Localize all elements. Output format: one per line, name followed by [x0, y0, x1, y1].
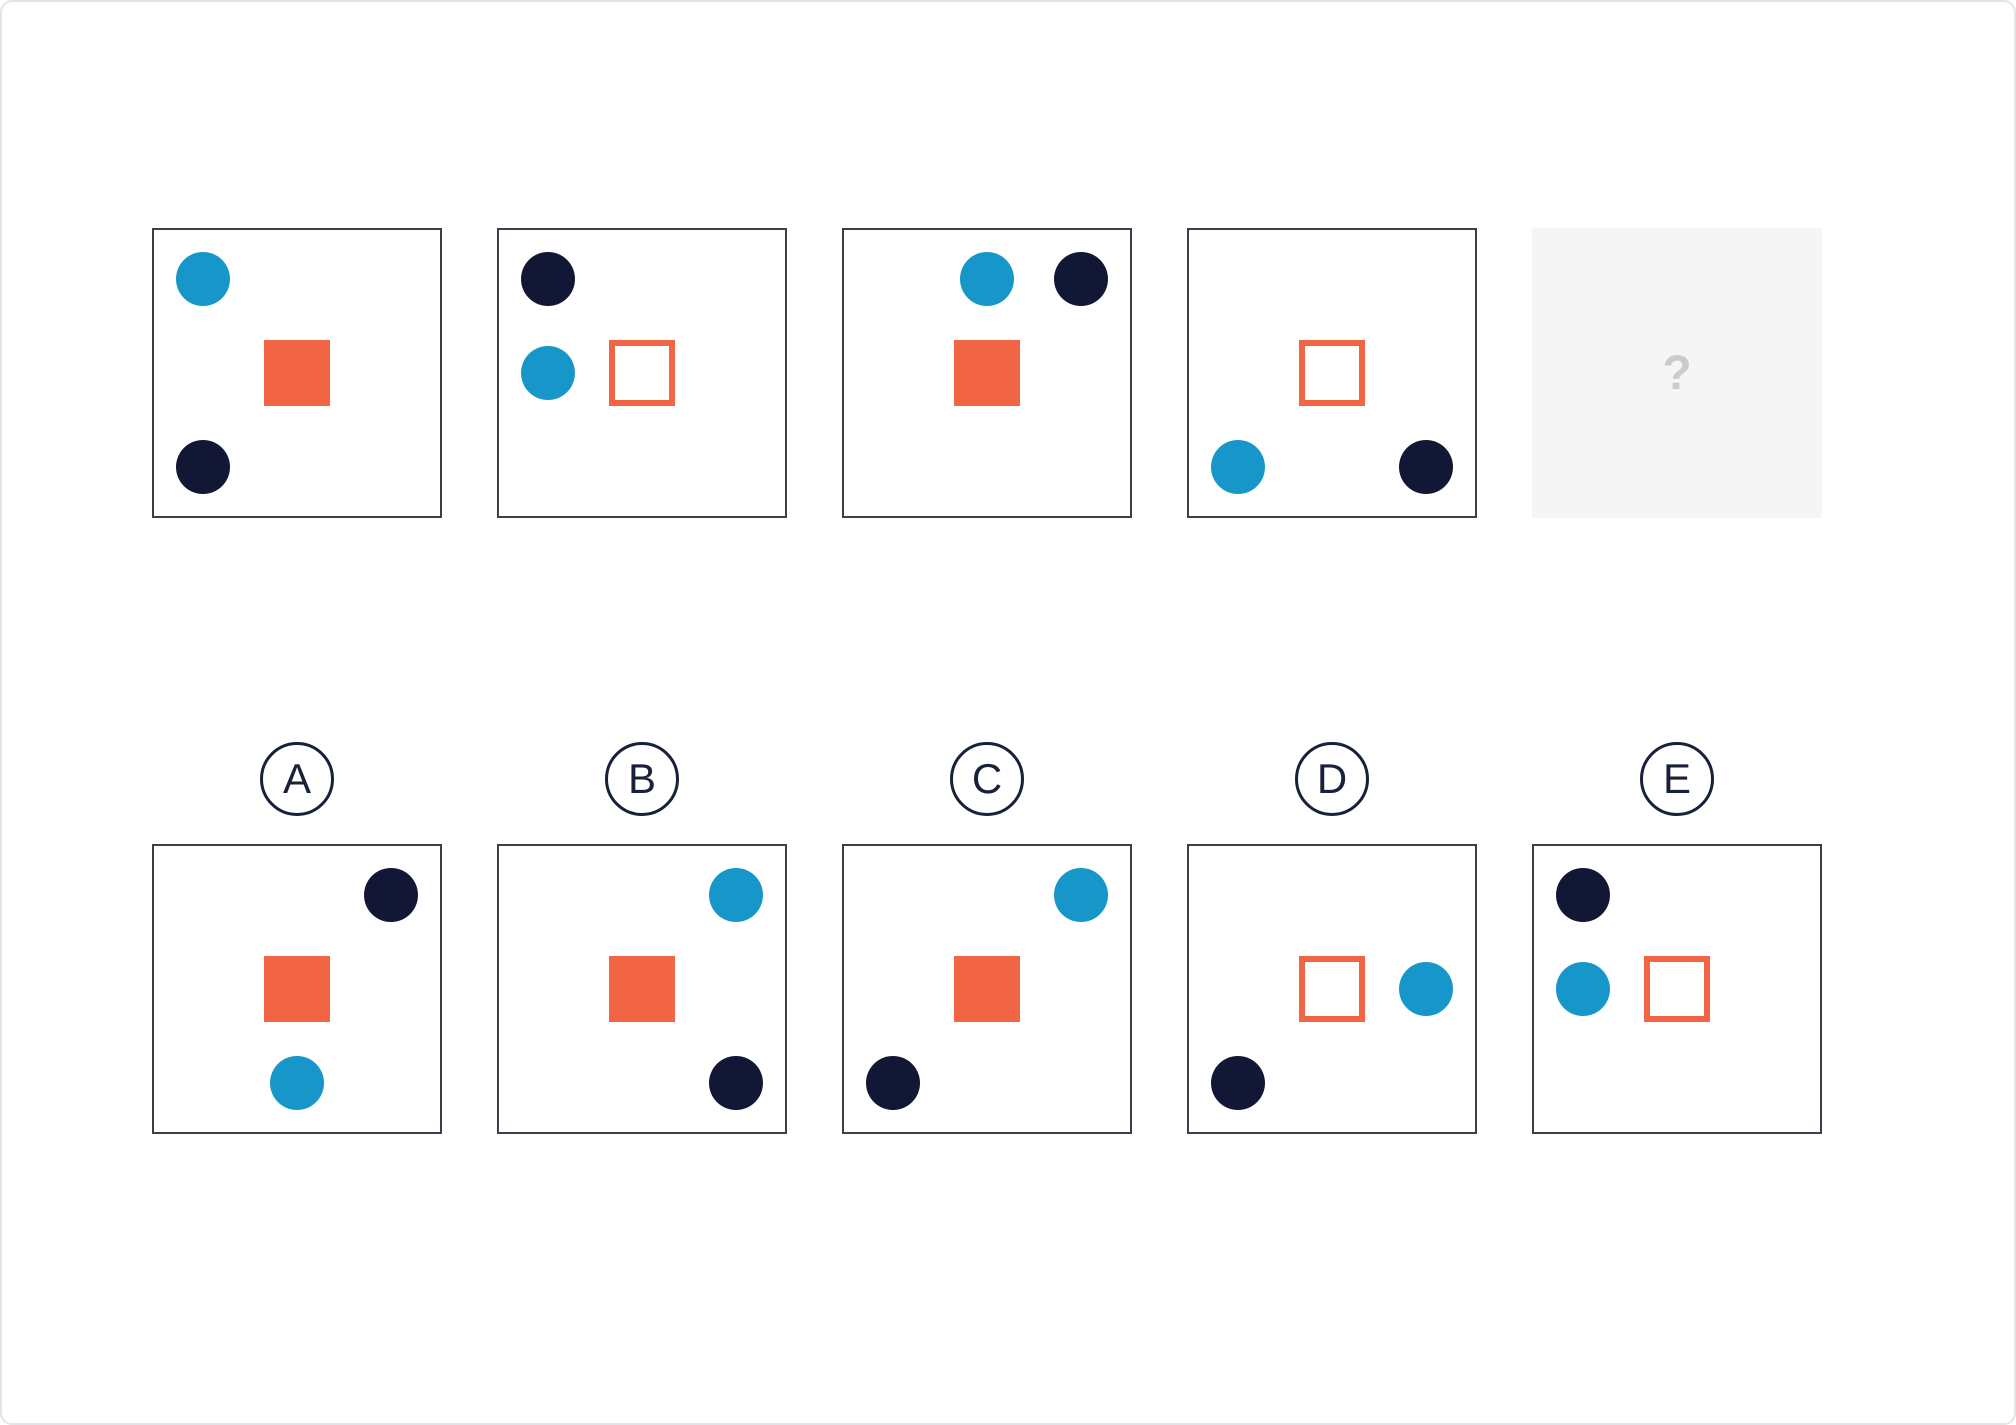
- puzzle-cell: [842, 844, 1132, 1134]
- answers-row: A B C D E: [152, 742, 1822, 1134]
- square-outline-shape: [1644, 956, 1710, 1022]
- square-filled-shape: [264, 956, 330, 1022]
- answer-label: A: [260, 742, 334, 816]
- sequence-item: [497, 228, 787, 518]
- answer-label: B: [605, 742, 679, 816]
- circle-shape: [176, 440, 230, 494]
- answer-option[interactable]: E: [1532, 742, 1822, 1134]
- puzzle-cell: [1187, 228, 1477, 518]
- square-filled-shape: [954, 340, 1020, 406]
- square-filled-shape: [609, 956, 675, 1022]
- sequence-item: [152, 228, 442, 518]
- circle-shape: [1211, 440, 1265, 494]
- sequence-item: [842, 228, 1132, 518]
- puzzle-container: ? A B C D E: [0, 0, 2016, 1425]
- puzzle-cell: [842, 228, 1132, 518]
- circle-shape: [866, 1056, 920, 1110]
- answer-option[interactable]: C: [842, 742, 1132, 1134]
- circle-shape: [1556, 962, 1610, 1016]
- sequence-item: [1187, 228, 1477, 518]
- square-outline-shape: [1299, 340, 1365, 406]
- puzzle-cell: [497, 228, 787, 518]
- puzzle-cell: [1532, 844, 1822, 1134]
- square-filled-shape: [954, 956, 1020, 1022]
- puzzle-cell: [1187, 844, 1477, 1134]
- circle-shape: [176, 252, 230, 306]
- puzzle-cell: [497, 844, 787, 1134]
- puzzle-cell: ?: [1532, 228, 1822, 518]
- answer-option[interactable]: A: [152, 742, 442, 1134]
- puzzle-cell: [152, 228, 442, 518]
- circle-shape: [1211, 1056, 1265, 1110]
- circle-shape: [1399, 962, 1453, 1016]
- square-outline-shape: [609, 340, 675, 406]
- sequence-row: ?: [152, 228, 1822, 518]
- circle-shape: [960, 252, 1014, 306]
- circle-shape: [521, 346, 575, 400]
- answer-label: C: [950, 742, 1024, 816]
- answer-option[interactable]: D: [1187, 742, 1477, 1134]
- square-outline-shape: [1299, 956, 1365, 1022]
- sequence-item: ?: [1532, 228, 1822, 518]
- question-mark: ?: [1662, 346, 1691, 401]
- circle-shape: [709, 1056, 763, 1110]
- circle-shape: [1556, 868, 1610, 922]
- answer-option[interactable]: B: [497, 742, 787, 1134]
- circle-shape: [1054, 868, 1108, 922]
- answer-label: E: [1640, 742, 1714, 816]
- circle-shape: [364, 868, 418, 922]
- circle-shape: [1399, 440, 1453, 494]
- answer-label: D: [1295, 742, 1369, 816]
- circle-shape: [1054, 252, 1108, 306]
- square-filled-shape: [264, 340, 330, 406]
- puzzle-cell: [152, 844, 442, 1134]
- circle-shape: [709, 868, 763, 922]
- circle-shape: [521, 252, 575, 306]
- circle-shape: [270, 1056, 324, 1110]
